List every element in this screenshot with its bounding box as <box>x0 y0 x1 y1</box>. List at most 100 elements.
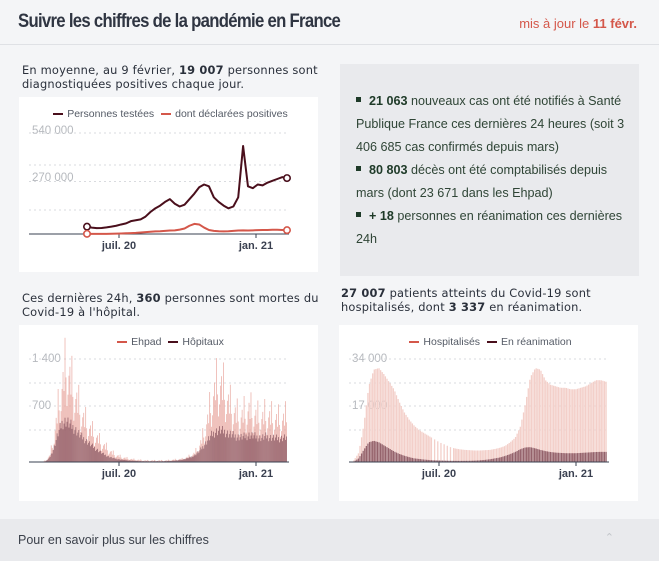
bar-hospitalized <box>487 449 490 462</box>
bar-hospital <box>181 460 183 462</box>
bar-icu <box>403 455 406 462</box>
bar-icu <box>368 442 371 462</box>
bar-hospital <box>71 428 73 462</box>
bar-icu <box>354 460 356 462</box>
bar-icu <box>383 445 385 462</box>
bar-ehpad <box>106 450 108 462</box>
bar-hospitalized <box>410 421 412 462</box>
bar-hospitalized <box>480 450 482 462</box>
bar-hospitalized <box>521 419 523 462</box>
bar-ehpad <box>165 460 167 462</box>
bar-hospital <box>266 438 268 462</box>
bar-hospitalized <box>402 409 404 462</box>
bar-icu <box>584 452 587 462</box>
bar-ehpad <box>57 389 59 462</box>
bar-icu <box>394 451 396 462</box>
bar-icu <box>546 451 548 462</box>
bar-hospitalized <box>559 387 561 462</box>
bar-hospital <box>235 440 237 462</box>
bar-hospitalized <box>551 385 553 462</box>
bar-icu <box>475 460 477 462</box>
bar-hospital <box>65 426 67 462</box>
bar-hospital <box>210 435 212 462</box>
page-title: Suivre les chiffres de la pandémie en Fr… <box>18 11 341 32</box>
bar-ehpad <box>116 455 118 462</box>
bar-hospital <box>76 435 78 462</box>
more-info-toggle[interactable]: Pour en savoir plus sur les chiffres ⌃ <box>0 519 659 561</box>
bar-icu <box>460 460 463 462</box>
bar-icu <box>408 457 410 462</box>
bar-hospital <box>253 435 255 462</box>
bar-hospitalized <box>516 433 518 462</box>
bar-hospitalized <box>602 380 604 462</box>
legend-swatch-hospitalized <box>409 341 420 344</box>
bar-hospitalized <box>562 387 564 462</box>
summary-item: 80 803 décès ont été comptabilisés depui… <box>356 163 608 200</box>
bar-icu <box>506 455 509 462</box>
bar-icu <box>456 460 458 462</box>
bar-hospitalized <box>476 450 479 462</box>
bar-icu <box>491 458 493 462</box>
bar-hospital <box>114 458 116 462</box>
legend-swatch-tested <box>53 113 64 116</box>
bar-ehpad <box>215 400 216 462</box>
bar-hospital <box>64 417 66 462</box>
bar-hospitalized <box>413 425 415 462</box>
bar-hospital <box>275 437 276 462</box>
bar-ehpad <box>92 421 93 462</box>
bar-hospital <box>189 456 191 462</box>
bar-hospital <box>218 430 219 462</box>
bar-ehpad <box>141 460 143 462</box>
bar-hospital <box>107 455 109 462</box>
bar-icu <box>386 447 388 462</box>
bar-hospitalized <box>532 372 534 462</box>
bar-ehpad <box>207 414 209 462</box>
bar-hospital <box>273 434 275 462</box>
bar-hospitalized <box>429 436 431 462</box>
bar-hospitalized <box>567 388 569 462</box>
bar-icu <box>433 460 436 462</box>
bar-ehpad <box>90 425 91 462</box>
bar-hospital <box>134 460 136 462</box>
bar-hospital <box>270 435 272 462</box>
bar-icu <box>592 452 594 462</box>
bar-ehpad <box>195 447 197 462</box>
bar-icu <box>556 452 558 462</box>
bar-hospital <box>73 433 75 462</box>
bar-hospitalized <box>364 417 366 462</box>
chevron-up-icon[interactable]: ⌃ <box>604 532 614 544</box>
bar-icu <box>422 459 425 462</box>
bar-hospital <box>169 460 171 462</box>
bar-hospital <box>216 428 217 462</box>
hospital-chart-legend: Hospitalisés En réanimation <box>339 336 638 348</box>
bar-icu <box>453 460 455 462</box>
bar-hospitalized <box>365 405 367 462</box>
bar-ehpad <box>220 385 221 462</box>
bar-hospitalized <box>475 450 477 462</box>
bar-hospital <box>186 457 188 462</box>
bar-ehpad <box>85 407 87 462</box>
bar-hospital <box>211 430 213 462</box>
bar-hospitalized <box>422 432 425 462</box>
x-tick-label: juil. 20 <box>101 468 137 480</box>
bar-icu <box>378 442 380 462</box>
bar-hospitalized <box>456 448 458 462</box>
series-end-marker <box>282 226 291 235</box>
bar-icu <box>568 453 571 462</box>
y-tick-label: 270 000 <box>32 172 74 184</box>
bar-hospitalized <box>367 392 369 462</box>
bar-ehpad <box>206 424 208 462</box>
bar-icu <box>400 454 402 462</box>
more-info-label: Pour en savoir plus sur les chiffres <box>18 533 209 547</box>
bar-hospitalized <box>513 438 515 462</box>
bar-hospitalized <box>357 453 360 462</box>
bar-hospital <box>203 448 205 462</box>
bar-hospital <box>219 426 220 462</box>
bullet-icon <box>356 166 361 172</box>
bar-hospitalized <box>578 388 580 462</box>
bar-hospital <box>263 439 265 462</box>
bar-hospital <box>193 455 195 462</box>
bar-hospitalized <box>510 441 512 462</box>
bar-hospitalized <box>446 445 448 462</box>
bar-hospital <box>81 432 83 462</box>
